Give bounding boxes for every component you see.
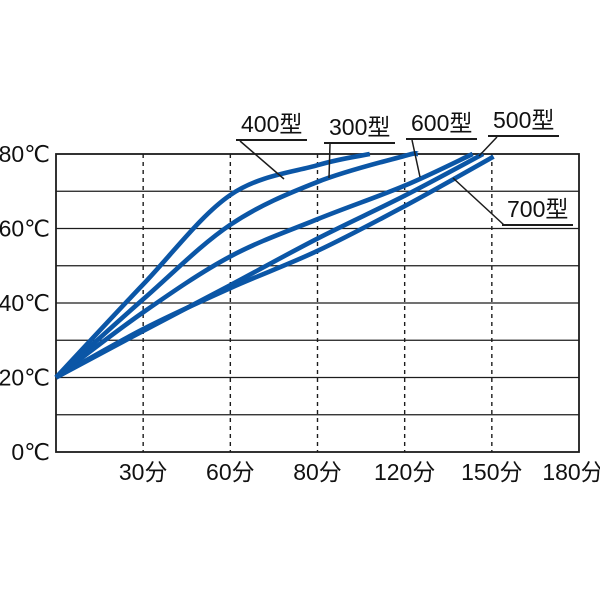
curve-label-600型: 600型 xyxy=(406,110,478,141)
curve-400型 xyxy=(54,151,371,380)
leader-line-400型 xyxy=(239,140,285,180)
x-tick-label-30分: 30分 xyxy=(119,459,168,485)
leader-line-300型 xyxy=(328,143,331,179)
y-tick-label-20: 20℃ xyxy=(0,365,50,391)
y-tick-label-80: 80℃ xyxy=(0,141,50,167)
y-tick-label-60: 60℃ xyxy=(0,216,50,242)
curve-600型 xyxy=(54,151,474,380)
plot-border xyxy=(55,153,580,453)
curve-label-400型: 400型 xyxy=(236,111,308,142)
x-tick-label-60分: 60分 xyxy=(206,459,255,485)
curve-label-500型: 500型 xyxy=(488,107,560,138)
curve-label-300型: 300型 xyxy=(324,114,396,145)
y-tick-label-40: 40℃ xyxy=(0,290,50,316)
curve-300型 xyxy=(54,151,420,380)
leader-line-700型 xyxy=(452,177,505,226)
x-tick-label-80分: 80分 xyxy=(293,459,342,485)
leader-line-500型 xyxy=(478,136,498,157)
x-tick-label-180分: 180分 xyxy=(542,459,600,485)
x-tick-label-120分: 120分 xyxy=(374,459,435,485)
x-tick-label-150分: 150分 xyxy=(461,459,522,485)
curve-700型 xyxy=(54,154,495,380)
y-tick-label-0: 0℃ xyxy=(11,439,50,465)
curve-label-700型: 700型 xyxy=(502,196,574,227)
leader-line-600型 xyxy=(411,139,421,178)
